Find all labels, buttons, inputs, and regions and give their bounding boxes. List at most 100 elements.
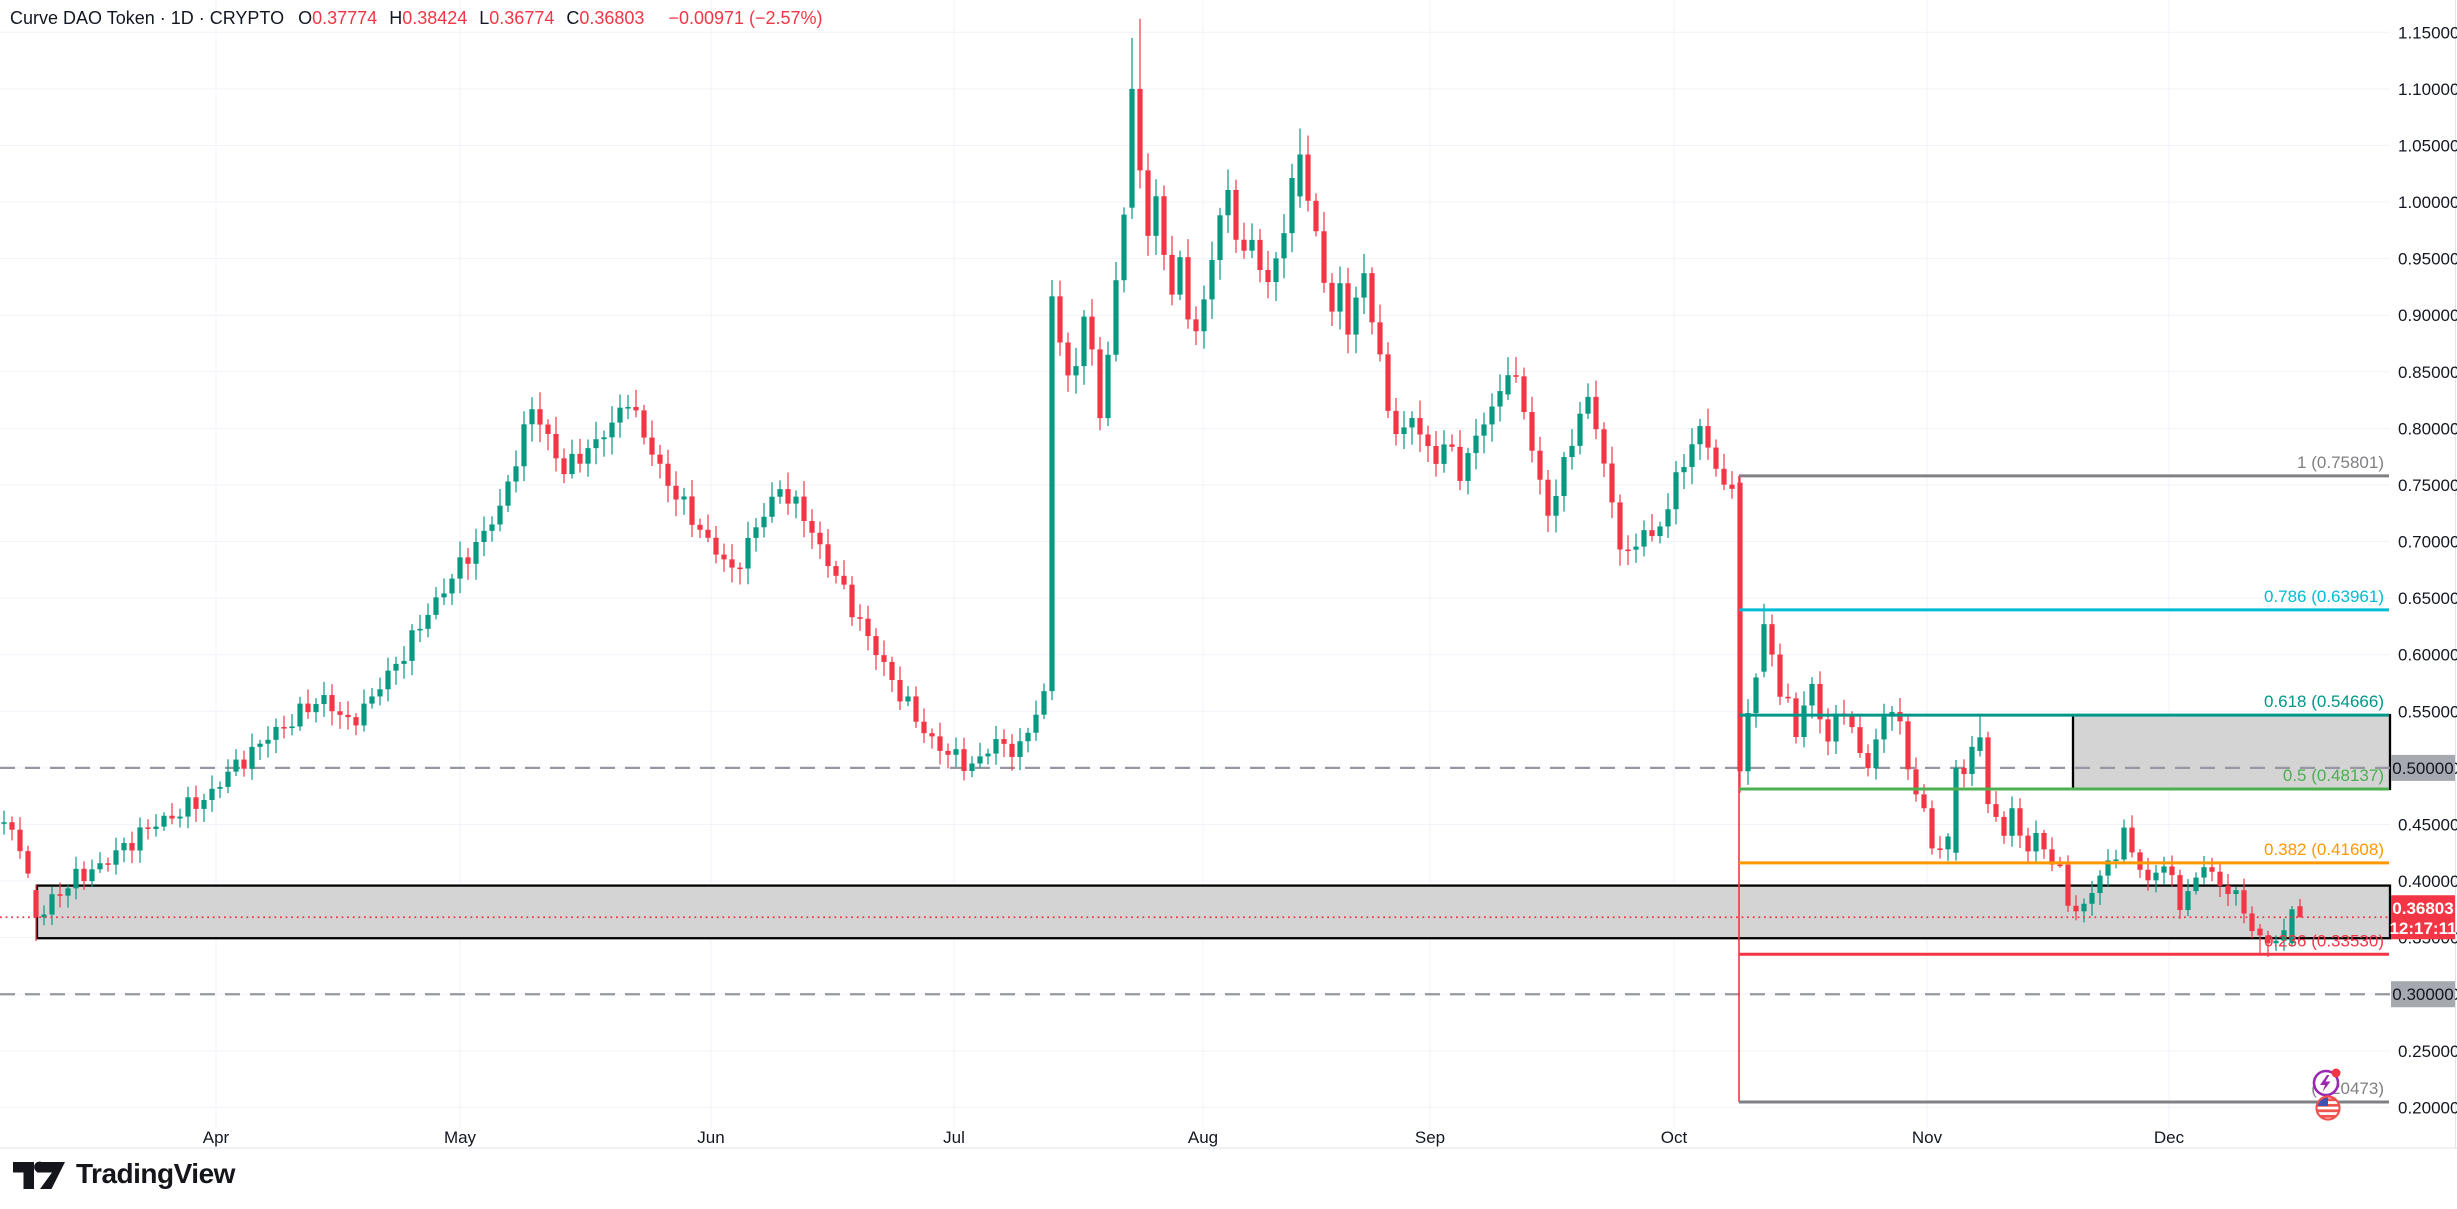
price-axis-label: 0.65000 (2398, 589, 2457, 608)
candle (729, 559, 735, 568)
candle (73, 868, 79, 889)
price-badge (2391, 981, 2455, 1008)
candle (1577, 413, 1583, 446)
candle (129, 842, 135, 851)
candle (2193, 877, 2199, 892)
candle (1225, 189, 1231, 216)
time-axis[interactable]: Apr May Jun Jul Aug Sep Oct Nov Dec (203, 1128, 2185, 1147)
candle (449, 578, 455, 594)
support-zone[interactable] (35, 884, 2392, 940)
candle (1593, 396, 1599, 430)
candle (89, 869, 95, 882)
tradingview-logo-icon[interactable] (12, 1155, 66, 1193)
candle (1401, 427, 1407, 435)
ohlc-value: 0.37774 (312, 8, 378, 28)
price-axis[interactable]: 0.200000.250000.300000.350000.400000.450… (2398, 23, 2457, 1117)
candle (457, 557, 463, 579)
drawing-zones-layer[interactable] (35, 713, 2392, 940)
month-label: Jun (697, 1128, 724, 1147)
candle (441, 593, 447, 598)
ohlc-value: 0.36803 (579, 8, 645, 28)
candle (553, 433, 559, 459)
candle (1009, 743, 1015, 758)
price-badge (2391, 754, 2455, 781)
price-axis-label: 0.40000 (2398, 872, 2457, 891)
candle (1017, 741, 1023, 758)
fibonacci-retracement[interactable]: 1 (0.75801) 0.786 (0.63961) 0.618 (0.54666… (1738, 453, 2389, 1104)
candle (1385, 354, 1391, 411)
candle (2257, 928, 2263, 936)
candle (1801, 705, 1807, 738)
candle (2217, 871, 2223, 886)
candle (857, 617, 863, 619)
candle (1625, 549, 1631, 552)
candle (1945, 836, 1951, 850)
candle (577, 453, 583, 464)
candle (1897, 712, 1903, 722)
candle (681, 496, 687, 500)
candle (345, 714, 351, 718)
month-label: Nov (1912, 1128, 1943, 1147)
month-label: Oct (1661, 1128, 1688, 1147)
candle (1001, 739, 1007, 744)
candle (1497, 391, 1503, 407)
candle (1065, 342, 1071, 376)
candle (1297, 154, 1303, 197)
candle (401, 660, 407, 664)
month-label: May (444, 1128, 477, 1147)
candle (1809, 683, 1815, 706)
candle (873, 636, 879, 656)
price-axis-label: 0.20000 (2398, 1098, 2457, 1117)
candle (1481, 424, 1487, 436)
candle (1561, 457, 1567, 497)
candle (1609, 463, 1615, 503)
candlestick-series[interactable] (1, 18, 2303, 957)
candle (1081, 316, 1087, 367)
tradingview-brand-text[interactable]: TradingView (76, 1158, 235, 1189)
event-icons-layer[interactable] (2312, 1068, 2341, 1121)
candle (433, 597, 439, 615)
crypto-event-icon[interactable] (2312, 1068, 2341, 1097)
candle (1313, 200, 1319, 232)
candle (1433, 446, 1439, 464)
candle (297, 703, 303, 727)
candle (2145, 869, 2151, 881)
month-label: Apr (203, 1128, 230, 1147)
candle (1921, 794, 1927, 809)
candle (1833, 713, 1839, 742)
candle (513, 466, 519, 482)
candle (697, 524, 703, 530)
candle (505, 481, 511, 506)
candle (545, 424, 551, 434)
fib-level-label: 0.618 (0.54666) (2264, 692, 2384, 711)
candle (649, 437, 655, 455)
candle (929, 733, 935, 737)
price-axis-label: 0.75000 (2398, 476, 2457, 495)
candle (169, 815, 175, 819)
candle (489, 524, 495, 531)
candle (2113, 859, 2119, 862)
candle (993, 739, 999, 754)
us-flag-event-icon[interactable] (2315, 1095, 2341, 1121)
candle (1545, 479, 1551, 516)
candle (969, 763, 975, 771)
candle (305, 703, 311, 713)
candle (2041, 832, 2047, 850)
candle (2273, 940, 2279, 944)
candle (193, 797, 199, 809)
candle (273, 726, 279, 740)
candle (905, 696, 911, 702)
candle (1073, 366, 1079, 376)
candle (1985, 737, 1991, 805)
golden-pocket-zone[interactable] (2071, 713, 2392, 791)
price-axis-label: 1.15000 (2398, 23, 2457, 42)
candle (2073, 905, 2079, 912)
fib-level-label: 0.382 (0.41608) (2264, 840, 2384, 859)
candle (889, 661, 895, 681)
price-axis-label: 1.10000 (2398, 80, 2457, 99)
candle (1289, 177, 1295, 234)
candle (1729, 484, 1735, 489)
candle (17, 829, 23, 852)
